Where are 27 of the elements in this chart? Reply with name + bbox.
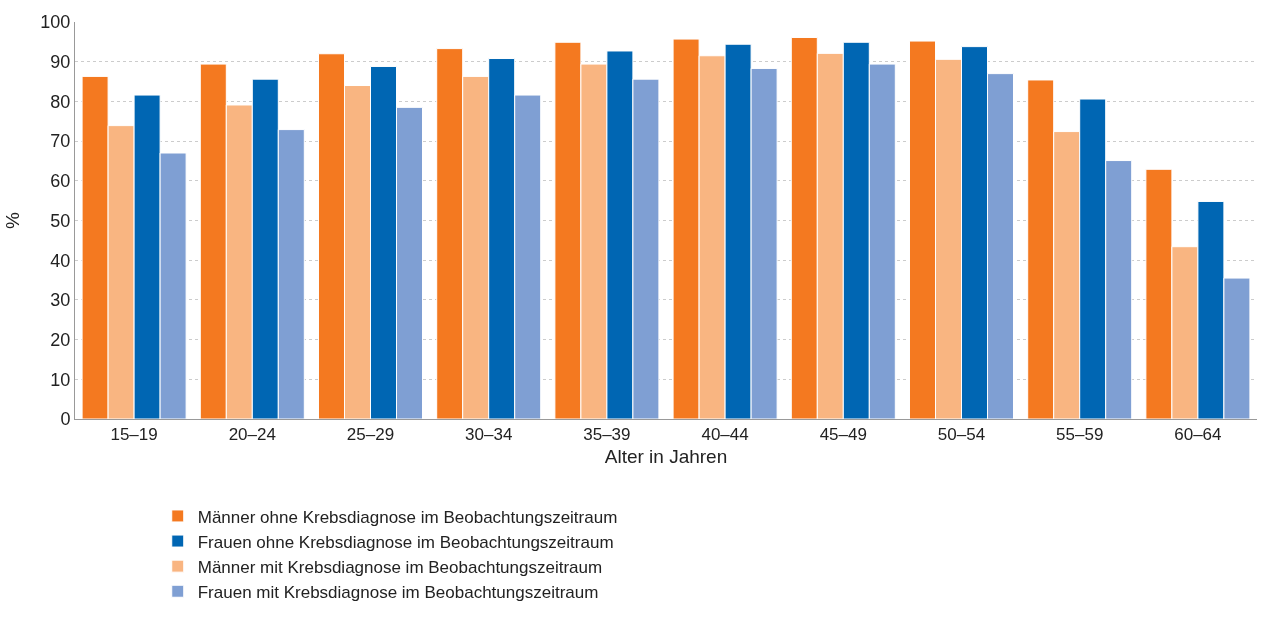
x-tick-label: 55–59 <box>1056 425 1104 445</box>
y-tick-label: 40 <box>50 250 71 271</box>
legend-label: Frauen ohne Krebsdiagnose im Beobachtungszeitraum <box>197 532 614 552</box>
x-tick-label: 20–24 <box>228 425 276 445</box>
x-tick-label: 40–44 <box>701 425 749 445</box>
x-tick-label: 50–54 <box>937 425 986 445</box>
y-tick-label: 30 <box>50 290 71 311</box>
y-tick-label: 90 <box>50 52 71 72</box>
x-tick-label: 35–39 <box>583 425 631 445</box>
y-tick-label: 100 <box>40 12 71 33</box>
y-axis-title: % <box>2 211 24 229</box>
y-tick-label: 80 <box>50 91 71 112</box>
x-tick-label: 25–29 <box>346 425 395 445</box>
x-tick-label: 15–19 <box>110 425 158 445</box>
x-tick-label: 30–34 <box>465 425 513 445</box>
y-tick-label: 10 <box>50 369 71 390</box>
x-tick-label: 45–49 <box>819 425 867 445</box>
x-tick-label: 60–64 <box>1174 425 1222 445</box>
y-tick-label: 60 <box>50 171 71 192</box>
y-tick-label: 0 <box>60 409 71 430</box>
legend-label: Männer ohne Krebsdiagnose im Beobachtungszeitraum <box>197 507 618 527</box>
x-axis-title: Alter in Jahren <box>604 446 728 468</box>
y-tick-label: 50 <box>50 210 71 231</box>
y-tick-label: 70 <box>50 131 71 152</box>
y-tick-label: 20 <box>50 329 71 350</box>
legend-label: Frauen mit Krebsdiagnose im Beobachtungszeitraum <box>197 582 599 602</box>
legend-label: Männer mit Krebsdiagnose im Beobachtungszeitraum <box>197 557 603 577</box>
